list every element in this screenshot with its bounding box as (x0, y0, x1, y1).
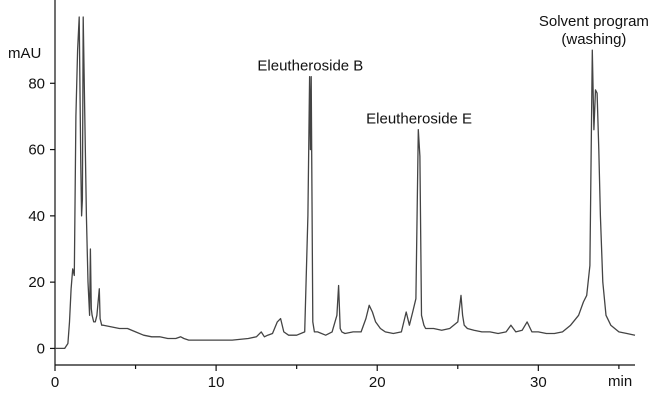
x-tick-label: 0 (51, 374, 59, 391)
x-axis-title: min (608, 373, 632, 390)
peak-annotation-label: Eleutheroside B (257, 58, 363, 75)
y-axis: 0 20 40 60 80 (28, 0, 56, 365)
x-axis: 0 10 20 30 (51, 364, 635, 391)
x-tick-label: 20 (369, 374, 386, 391)
x-tick-label: 10 (208, 374, 225, 391)
y-tick-label: 60 (28, 142, 45, 159)
peak-annotation-label: Eleutheroside E (366, 111, 472, 128)
y-tick-label: 20 (28, 274, 45, 291)
x-tick-label: 30 (530, 374, 547, 391)
chromatogram-trace (55, 16, 636, 350)
y-axis-title: mAU (8, 45, 41, 62)
y-tick-label: 40 (28, 208, 45, 225)
y-tick-label: 80 (28, 75, 45, 92)
peak-annotations: Eleutheroside B Eleutheroside E Solvent pr… (257, 13, 648, 128)
y-tick-label: 0 (37, 340, 45, 357)
peak-annotation-label: (washing) (561, 31, 626, 48)
peak-annotation-label: Solvent program (539, 13, 648, 30)
plot-series (55, 16, 636, 350)
